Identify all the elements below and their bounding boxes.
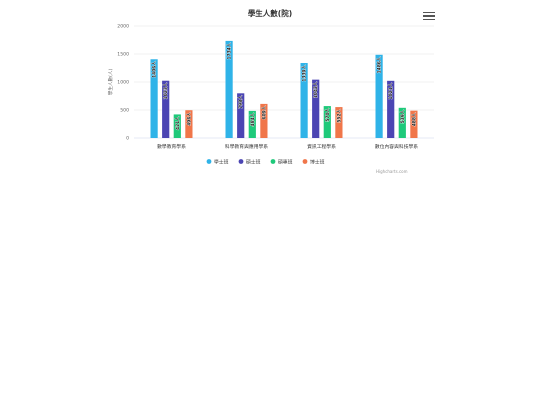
x-tick-label: 數位內容與科技學系 — [375, 143, 418, 150]
bar — [173, 114, 181, 138]
data-label: 552人 — [335, 108, 342, 122]
data-label: 1486人 — [376, 56, 383, 73]
chart-container: 學生人數(院) 0 500 1000 1500 2000 學生人數(人) 1406人 1023人… — [104, 0, 440, 178]
legend-item: 博士班 — [310, 158, 325, 165]
x-tick-label: 數學教育學系 — [157, 143, 186, 150]
y-tick-label: 1000 — [117, 80, 129, 86]
data-label: 1023人 — [162, 82, 169, 99]
bar — [225, 40, 233, 139]
legend-item: 碩專班 — [278, 158, 293, 165]
bar — [162, 80, 170, 138]
data-label: 539人 — [399, 109, 406, 123]
bar — [260, 103, 268, 138]
bar — [387, 80, 395, 138]
hamburger-menu-icon[interactable] — [422, 10, 436, 24]
legend-marker — [206, 159, 212, 164]
bar — [398, 107, 406, 138]
data-label: 1021人 — [387, 82, 394, 99]
data-label: 798人 — [237, 95, 244, 109]
data-label: 1042人 — [312, 81, 319, 98]
data-label: 1734人 — [226, 42, 233, 59]
y-tick-label: 1500 — [117, 52, 129, 58]
legend-item: 碩士班 — [246, 158, 261, 165]
chart-svg: 學生人數(院) 0 500 1000 1500 2000 學生人數(人) 1406人 1023人… — [107, 8, 434, 165]
y-tick-label: 2000 — [117, 24, 129, 30]
bar — [300, 63, 308, 138]
data-label: 484人 — [249, 112, 256, 126]
y-tick-label: 500 — [120, 108, 129, 114]
legend-marker — [238, 159, 244, 164]
bar — [185, 110, 193, 138]
bar — [335, 107, 343, 138]
legend-marker — [302, 159, 308, 164]
legend-marker — [270, 159, 276, 164]
credits-label[interactable]: Highcharts.com — [376, 169, 408, 174]
data-label: 421人 — [174, 116, 181, 130]
bar — [237, 93, 245, 138]
data-label: 609人 — [260, 105, 267, 119]
y-axis-title: 學生人數(人) — [107, 69, 114, 96]
bar — [150, 59, 158, 138]
x-tick-label: 科學教育與應用學系 — [225, 143, 268, 150]
bar — [323, 106, 331, 138]
data-label: 496人 — [185, 112, 192, 126]
data-label: 570人 — [324, 107, 331, 121]
bar — [375, 54, 383, 139]
data-label: 1406人 — [151, 61, 158, 78]
data-label: 488人 — [410, 112, 417, 126]
chart-title: 學生人數(院) — [248, 8, 292, 18]
x-tick-label: 資訊工程學系 — [307, 143, 336, 150]
bar — [248, 110, 256, 138]
y-tick-label: 0 — [126, 136, 129, 142]
data-label: 1339人 — [301, 64, 308, 81]
bar — [410, 110, 418, 138]
legend-item: 學士班 — [214, 158, 229, 165]
bar — [312, 79, 320, 138]
